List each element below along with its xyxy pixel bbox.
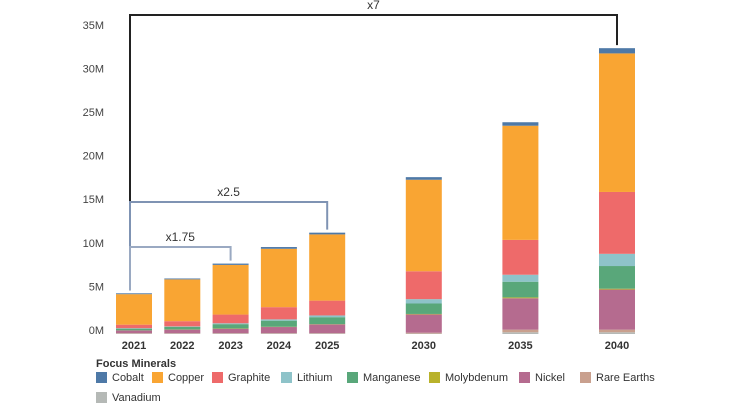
bar-segment: [164, 278, 201, 280]
y-tick-label: 10M: [83, 238, 104, 250]
bar-segment: [164, 326, 201, 330]
bar-segment: [502, 329, 539, 333]
legend-label: Molybdenum: [445, 372, 508, 384]
bar-segment: [502, 125, 539, 240]
y-tick-label: 5M: [89, 281, 104, 293]
legend-label: Lithium: [297, 372, 332, 384]
bar-segment: [405, 332, 442, 334]
x-tick-label: 2023: [218, 340, 242, 352]
legend-title: Focus Minerals: [96, 358, 176, 370]
legend-swatch: [152, 372, 163, 383]
bar-segment: [599, 332, 635, 334]
legend-swatch: [347, 372, 358, 383]
bar-segment: [599, 266, 635, 289]
bar-segment: [212, 314, 249, 324]
bar-segment: [599, 288, 635, 290]
legend-label: Manganese: [363, 372, 421, 384]
bar-segment: [116, 293, 152, 295]
bar-segment: [405, 179, 442, 272]
bar-segment: [260, 327, 297, 334]
bar-segment: [309, 300, 346, 316]
x-tick-label: 2021: [122, 340, 146, 352]
bar-segment: [599, 253, 635, 267]
bar-segment: [502, 332, 539, 334]
bar-segment: [309, 324, 346, 334]
annotation-label: x1.75: [166, 230, 196, 244]
legend-swatch: [96, 372, 107, 383]
bar-segment: [164, 321, 201, 327]
bar-segment: [116, 328, 152, 331]
legend-swatch: [429, 372, 440, 383]
x-tick-label: 2040: [605, 340, 629, 352]
y-tick-label: 30M: [83, 63, 104, 75]
bar-segment: [405, 271, 442, 300]
bar-segment: [599, 53, 635, 192]
x-tick-label: 2024: [267, 340, 292, 352]
bar-segment: [212, 264, 249, 315]
x-tick-label: 2035: [508, 340, 532, 352]
bar-segment: [599, 329, 635, 333]
bar-segment: [405, 314, 442, 333]
x-tick-label: 2025: [315, 340, 339, 352]
bar-segment: [260, 319, 297, 321]
bar-segment: [212, 263, 249, 265]
bar-segment: [502, 239, 539, 275]
annotation-bracket: [129, 246, 232, 291]
bar-segment: [260, 248, 297, 308]
legend-swatch: [281, 372, 292, 383]
bar-segment: [502, 122, 539, 126]
annotation-bracket: [129, 14, 618, 291]
legend-label: Vanadium: [112, 392, 161, 404]
bar-segment: [116, 330, 152, 334]
bar-segment: [599, 289, 635, 330]
bar-segment: [260, 247, 297, 249]
bar-segment: [212, 324, 249, 329]
bar-segment: [116, 324, 152, 329]
legend-label: Rare Earths: [596, 372, 655, 384]
y-tick-label: 20M: [83, 151, 104, 163]
x-tick-label: 2030: [412, 340, 436, 352]
bar-segment: [260, 320, 297, 327]
bar-segment: [309, 232, 346, 235]
legend-label: Cobalt: [112, 372, 144, 384]
legend-swatch: [96, 392, 107, 403]
bar-segment: [309, 234, 346, 301]
bar-segment: [405, 303, 442, 314]
bar-segment: [309, 317, 346, 325]
annotation-label: x2.5: [217, 185, 240, 199]
bar-segment: [164, 279, 201, 322]
y-tick-label: 0M: [89, 325, 104, 337]
annotation-label: x7: [367, 0, 380, 12]
bar-segment: [599, 48, 635, 54]
bar-segment: [405, 299, 442, 304]
legend-swatch: [212, 372, 223, 383]
bar-segment: [212, 328, 249, 334]
legend-swatch: [580, 372, 591, 383]
bar-segment: [309, 315, 346, 318]
bar-segment: [405, 177, 442, 180]
bar-segment: [116, 294, 152, 325]
y-tick-label: 15M: [83, 194, 104, 206]
legend-label: Copper: [168, 372, 204, 384]
bar-segment: [502, 297, 539, 299]
bar-segment: [502, 281, 539, 298]
legend-label: Nickel: [535, 372, 565, 384]
bar-segment: [212, 323, 249, 325]
bar-segment: [260, 307, 297, 320]
bar-segment: [502, 274, 539, 282]
bar-segment: [164, 329, 201, 334]
bar-segment: [599, 191, 635, 254]
y-tick-label: 35M: [83, 20, 104, 32]
legend-label: Graphite: [228, 372, 270, 384]
bar-segment: [502, 298, 539, 330]
y-tick-label: 25M: [83, 107, 104, 119]
x-tick-label: 2022: [170, 340, 194, 352]
legend-swatch: [519, 372, 530, 383]
